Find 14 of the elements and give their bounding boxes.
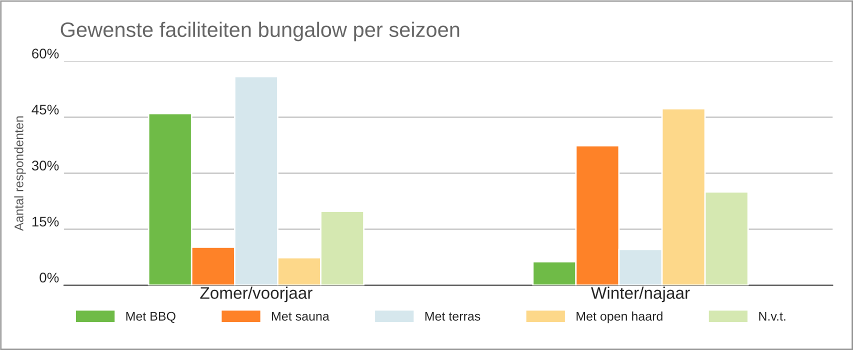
y-tick-label: 0% bbox=[40, 272, 59, 283]
y-tick-label: 45% bbox=[32, 104, 59, 115]
x-tick-label: Zomer/voorjaar bbox=[200, 286, 312, 302]
legend-label: Met open haard bbox=[576, 312, 662, 324]
legend-label: Met BBQ bbox=[126, 312, 176, 323]
legend-label: N.v.t. bbox=[759, 312, 786, 321]
x-tick-label: Winter/najaar bbox=[591, 286, 690, 302]
y-tick-label: 30% bbox=[32, 160, 59, 171]
legend-label: Met terras bbox=[425, 312, 480, 321]
y-axis-title: Aantal respondenten bbox=[14, 116, 26, 231]
chart-title: Gewenste faciliteiten bungalow per seizoen bbox=[60, 22, 460, 42]
legend-label: Met sauna bbox=[272, 312, 330, 321]
y-tick-label: 60% bbox=[32, 48, 59, 59]
y-tick-label: 15% bbox=[32, 216, 59, 227]
